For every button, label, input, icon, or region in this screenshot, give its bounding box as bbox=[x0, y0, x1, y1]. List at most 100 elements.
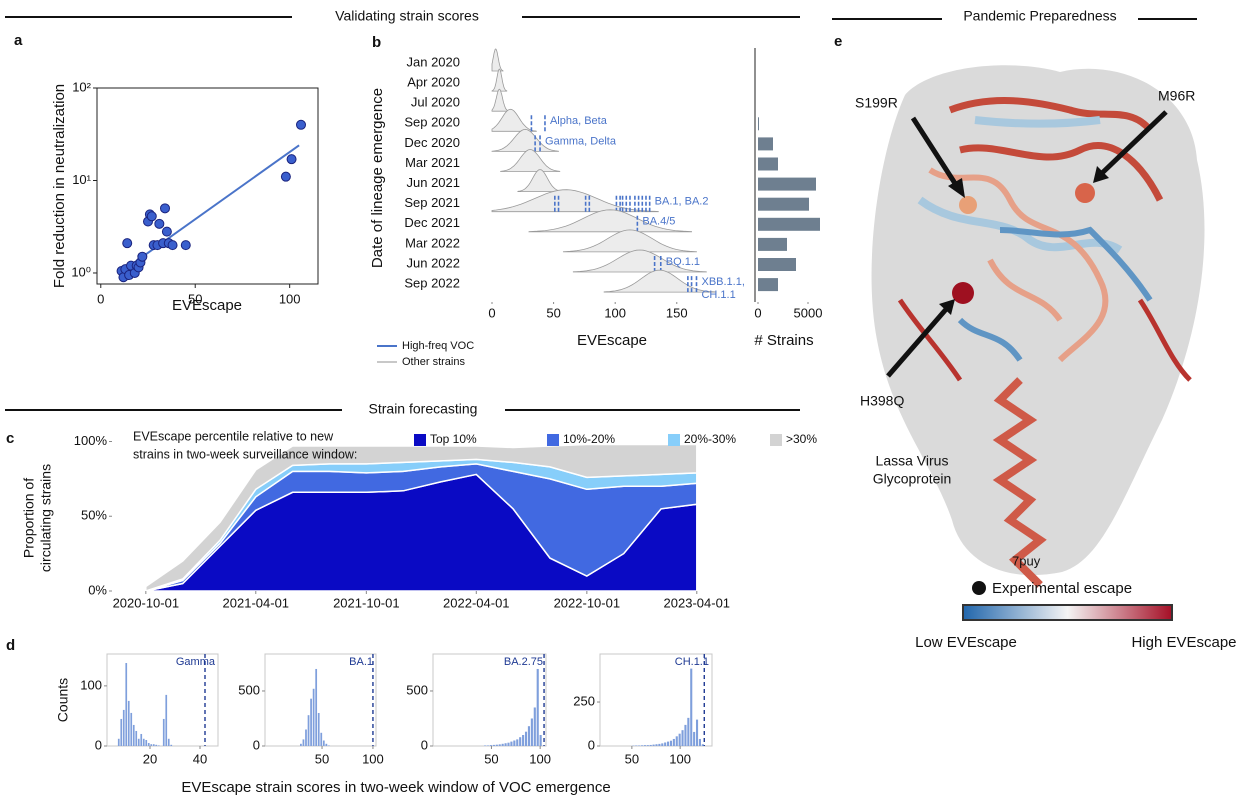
hist-bar bbox=[125, 663, 127, 746]
hist-bar bbox=[702, 744, 704, 746]
voc-label: BA.2.75 bbox=[504, 656, 543, 668]
strain-bar bbox=[758, 198, 809, 211]
hist-bar bbox=[490, 745, 492, 746]
hist-bar bbox=[328, 745, 330, 746]
pdb-id: 7puy bbox=[1012, 553, 1041, 568]
x-tick-label: 100 bbox=[362, 751, 384, 766]
ridge bbox=[501, 150, 560, 172]
y-axis-label: Proportion of bbox=[21, 478, 37, 558]
y-tick-label: Jul 2020 bbox=[411, 95, 460, 110]
x-tick-label: 0 bbox=[754, 305, 761, 320]
legend-marker bbox=[972, 581, 986, 595]
hist-bar bbox=[687, 718, 689, 746]
strain-bar bbox=[758, 278, 778, 291]
strain-bar bbox=[758, 218, 820, 231]
y-tick-label: Apr 2020 bbox=[407, 75, 460, 90]
plot-frame bbox=[97, 88, 318, 284]
hist-bar bbox=[496, 745, 498, 746]
y-tick-label: 0 bbox=[588, 737, 595, 752]
panel-label: e bbox=[834, 33, 842, 50]
escape-site bbox=[1075, 183, 1095, 203]
panel-label: a bbox=[14, 32, 23, 49]
hist-bar bbox=[516, 739, 518, 746]
hist-bar bbox=[484, 745, 486, 746]
hist-bar bbox=[499, 744, 501, 746]
hist-bar bbox=[158, 745, 160, 746]
ridge bbox=[492, 109, 536, 131]
hist-bar bbox=[168, 739, 170, 746]
hist-bar bbox=[140, 734, 142, 746]
y-axis-label: Counts bbox=[55, 678, 71, 722]
x-tick-label: 2021-04-01 bbox=[223, 595, 290, 610]
point bbox=[155, 219, 164, 228]
x-tick-label: 0 bbox=[97, 291, 104, 306]
y-tick-label: Sep 2021 bbox=[404, 195, 460, 210]
y-tick-label: Dec 2020 bbox=[404, 135, 460, 150]
strain-bar bbox=[758, 158, 778, 171]
y-tick-label: 50% bbox=[81, 508, 107, 523]
voc-label: CH.1.1 bbox=[675, 656, 709, 668]
y-tick-label: Mar 2022 bbox=[405, 235, 460, 250]
x-tick-label: 100 bbox=[529, 751, 551, 766]
hist-bar bbox=[135, 731, 137, 746]
protein-name: Lassa Virus bbox=[876, 453, 949, 469]
voc-label: BA.1, BA.2 bbox=[655, 196, 709, 208]
y-tick-label: 100 bbox=[80, 677, 102, 692]
hist-bar bbox=[120, 719, 122, 746]
voc-label: Alpha, Beta bbox=[550, 115, 608, 127]
strain-bar bbox=[758, 178, 816, 191]
voc-label: CH.1.1 bbox=[701, 289, 735, 301]
hist-bar bbox=[145, 740, 147, 746]
hist-bar bbox=[118, 739, 120, 746]
legend-title: strains in two-week surveillance window: bbox=[133, 447, 357, 461]
strain-bar bbox=[758, 117, 759, 130]
hist-bar bbox=[522, 735, 524, 746]
strain-bar bbox=[758, 238, 787, 251]
x-axis-label: # Strains bbox=[754, 332, 813, 349]
y-tick-label: Mar 2021 bbox=[405, 155, 460, 170]
escape-site bbox=[952, 282, 974, 304]
hist-bar bbox=[123, 710, 125, 746]
y-tick-label: Jan 2020 bbox=[407, 54, 461, 69]
legend-label: 20%-30% bbox=[684, 432, 736, 446]
hist-bar bbox=[323, 740, 325, 746]
voc-label: XBB.1.1, bbox=[701, 276, 744, 288]
legend-label: Other strains bbox=[402, 356, 465, 368]
x-axis-label: EVEscape bbox=[172, 297, 242, 314]
hist-bar bbox=[673, 739, 675, 746]
voc-label: Gamma, Delta bbox=[545, 135, 617, 147]
legend-swatch bbox=[668, 434, 680, 446]
y-tick-label: 0 bbox=[421, 737, 428, 752]
site-label: M96R bbox=[1158, 88, 1195, 104]
hist-bar bbox=[130, 713, 132, 746]
ridge bbox=[563, 230, 696, 252]
legend-swatch bbox=[547, 434, 559, 446]
hist-bar bbox=[128, 701, 130, 746]
hist-bar bbox=[531, 718, 533, 746]
point bbox=[147, 212, 156, 221]
section-title: Strain forecasting bbox=[369, 401, 478, 417]
ridge bbox=[518, 170, 562, 192]
voc-label: BQ.1.1 bbox=[666, 256, 700, 268]
y-tick-label: Sep 2020 bbox=[404, 115, 460, 130]
hist-bar bbox=[519, 737, 521, 746]
hist-bar bbox=[300, 744, 302, 746]
legend-label: 10%-20% bbox=[563, 432, 615, 446]
legend-label: Experimental escape bbox=[992, 580, 1132, 597]
hist-bar bbox=[650, 745, 652, 746]
x-tick-label: 100 bbox=[604, 305, 626, 320]
hist-bar bbox=[661, 743, 663, 746]
y-tick-label: 500 bbox=[238, 682, 260, 697]
x-tick-label: 100 bbox=[669, 751, 691, 766]
hist-bar bbox=[143, 739, 145, 746]
colorbar bbox=[963, 605, 1172, 620]
protein-name: Glycoprotein bbox=[873, 471, 952, 487]
hist-bar bbox=[150, 744, 152, 746]
hist-bar bbox=[493, 745, 495, 746]
strain-bar bbox=[758, 258, 796, 271]
y-tick-label: 0 bbox=[253, 737, 260, 752]
point bbox=[161, 204, 170, 213]
ridge bbox=[492, 69, 507, 91]
voc-label: Gamma bbox=[176, 656, 216, 668]
hist-bar bbox=[684, 725, 686, 746]
